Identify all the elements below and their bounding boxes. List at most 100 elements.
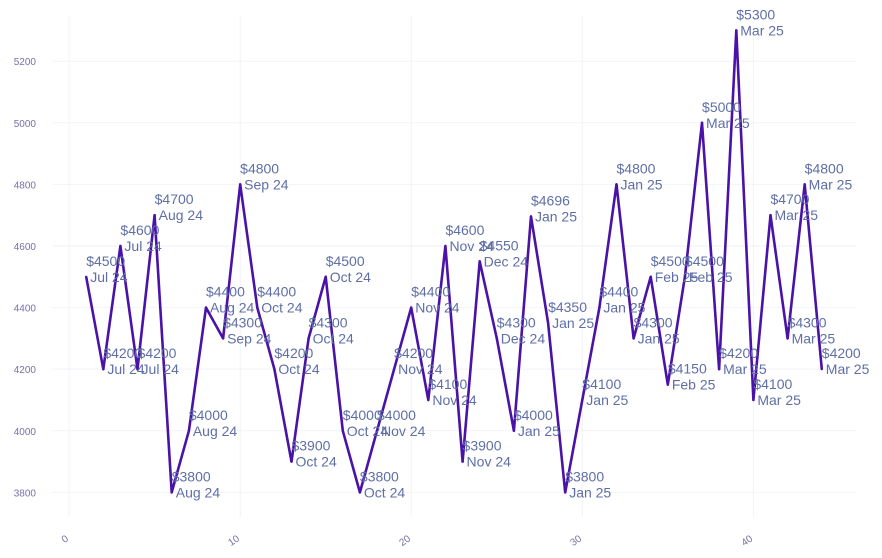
data-point-35: [683, 275, 687, 278]
data-point-0: [85, 275, 88, 278]
x-tick-label-0: 0: [60, 533, 71, 545]
data-label-value-35: $4500: [685, 253, 724, 269]
data-point-26: [529, 215, 533, 218]
data-label-period-41: Mar 25: [792, 330, 836, 346]
data-label-period-10: Oct 24: [261, 300, 302, 316]
data-label-value-4: $4700: [155, 191, 194, 207]
data-label-period-24: Dec 24: [501, 330, 546, 346]
data-point-25: [512, 429, 516, 432]
data-label-period-31: Jan 25: [621, 176, 663, 192]
data-label-period-16: Oct 24: [364, 484, 405, 500]
data-point-37: [717, 367, 721, 371]
y-tick-label-4600: 4600: [14, 242, 37, 253]
data-point-39: [752, 398, 755, 402]
data-label-period-40: Mar 25: [774, 207, 818, 223]
data-label-period-32: Jan 25: [638, 330, 680, 346]
data-point-11: [273, 367, 276, 371]
data-point-8: [221, 337, 225, 340]
data-label-value-13: $4300: [309, 314, 348, 330]
data-label-value-29: $4100: [582, 376, 621, 392]
data-point-22: [461, 460, 464, 463]
data-point-38: [735, 29, 738, 32]
data-label-value-43: $4200: [822, 345, 861, 361]
data-label-value-40: $4700: [770, 191, 809, 207]
data-label-value-9: $4800: [240, 160, 279, 176]
data-label-period-19: Nov 24: [415, 300, 460, 316]
data-point-19: [410, 306, 413, 309]
data-label-value-5: $3800: [172, 468, 211, 484]
data-label-period-34: Feb 25: [672, 377, 716, 393]
data-label-value-42: $4800: [805, 160, 844, 176]
data-label-period-20: Nov 24: [432, 392, 477, 408]
data-point-16: [358, 491, 362, 494]
data-label-period-0: Jul 24: [90, 269, 128, 285]
data-label-period-42: Mar 25: [809, 176, 853, 192]
data-point-6: [187, 429, 191, 432]
data-label-period-26: Jan 25: [535, 208, 577, 224]
data-label-period-5: Aug 24: [176, 484, 221, 500]
data-label-period-37: Mar 25: [723, 361, 767, 377]
data-label-value-25: $4000: [514, 407, 553, 423]
data-label-value-15: $4000: [343, 407, 382, 423]
data-label-period-14: Oct 24: [330, 269, 371, 285]
data-label-value-21: $4600: [445, 222, 484, 238]
data-label-value-7: $4400: [206, 284, 245, 300]
data-point-24: [495, 337, 498, 340]
data-label-value-34: $4150: [668, 361, 707, 377]
data-label-period-33: Feb 25: [655, 269, 699, 285]
data-point-31: [615, 183, 618, 186]
data-point-12: [290, 460, 293, 463]
data-point-43: [820, 367, 823, 371]
data-label-period-27: Jan 25: [552, 315, 594, 331]
data-label-value-23: $4550: [480, 237, 519, 253]
data-label-value-0: $4500: [86, 253, 125, 269]
data-point-29: [581, 398, 584, 402]
data-point-36: [700, 121, 704, 124]
data-label-period-30: Jan 25: [603, 300, 645, 316]
data-point-18: [392, 367, 396, 371]
data-label-value-38: $5300: [736, 6, 775, 22]
data-label-value-39: $4100: [753, 376, 792, 392]
data-label-value-30: $4400: [599, 284, 638, 300]
data-label-value-16: $3800: [360, 468, 399, 484]
data-label-value-1: $4200: [103, 345, 142, 361]
data-label-value-28: $3800: [565, 468, 604, 484]
data-label-value-12: $3900: [291, 438, 330, 454]
y-tick-label-3800: 3800: [14, 488, 37, 499]
series-layer: [84, 29, 824, 494]
data-point-5: [170, 491, 173, 494]
data-label-period-3: Jul 24: [142, 361, 180, 377]
data-point-13: [307, 337, 310, 340]
data-point-4: [153, 213, 156, 217]
y-tick-label-4200: 4200: [14, 365, 37, 376]
grid: [52, 15, 856, 517]
data-label-value-27: $4350: [548, 299, 587, 315]
data-label-period-25: Jan 25: [518, 423, 560, 439]
data-label-period-13: Oct 24: [313, 330, 354, 346]
data-point-40: [769, 213, 772, 217]
data-point-34: [666, 383, 670, 386]
data-label-period-23: Dec 24: [484, 253, 529, 269]
data-point-7: [204, 306, 208, 309]
data-label-value-20: $4100: [428, 376, 467, 392]
series-line-price: [84, 29, 824, 494]
x-tick-label-20: 20: [398, 533, 414, 549]
data-label-period-22: Nov 24: [467, 454, 512, 470]
data-label-period-18: Nov 24: [398, 361, 443, 377]
data-label-value-37: $4200: [719, 345, 758, 361]
data-label-value-11: $4200: [274, 345, 313, 361]
data-label-period-35: Feb 25: [689, 269, 733, 285]
data-label-value-32: $4300: [634, 314, 673, 330]
data-label-value-22: $3900: [463, 438, 502, 454]
x-tick-label-40: 40: [740, 533, 756, 549]
data-label-value-41: $4300: [788, 314, 827, 330]
data-point-33: [649, 275, 652, 278]
data-point-28: [563, 491, 567, 494]
data-label-period-11: Oct 24: [278, 361, 319, 377]
data-point-41: [786, 337, 789, 340]
data-label-value-31: $4800: [617, 160, 656, 176]
data-label-period-1: Jul 24: [107, 361, 145, 377]
data-label-period-17: Nov 24: [381, 423, 426, 439]
